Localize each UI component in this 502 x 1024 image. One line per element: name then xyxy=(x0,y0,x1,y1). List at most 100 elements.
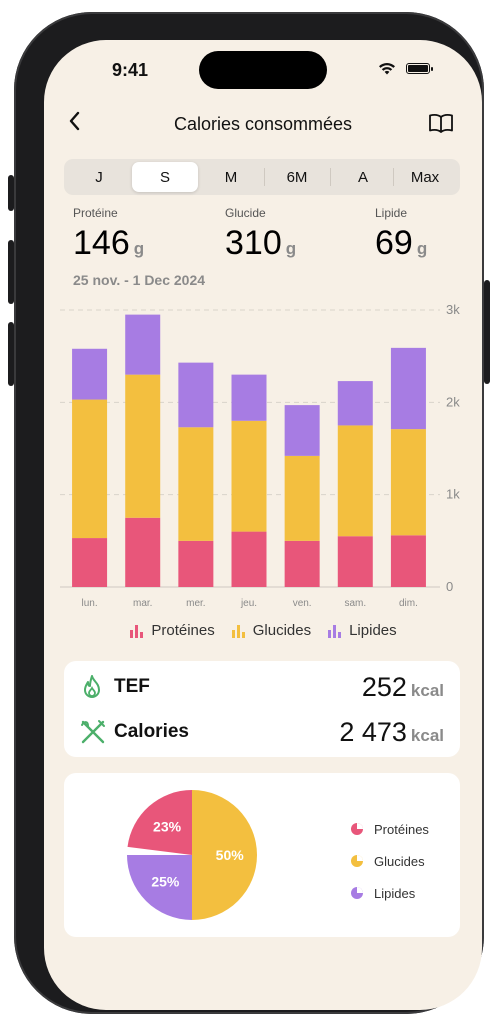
segment-m[interactable]: M xyxy=(224,168,238,186)
calories-row: Calories 2 473 kcal xyxy=(64,717,460,747)
legend-label: Lipides xyxy=(349,622,397,639)
pie-legend-label: Protéines xyxy=(374,821,429,837)
action-button xyxy=(8,175,14,211)
page-title: Calories consommées xyxy=(173,114,353,134)
bar-segment-protéines[interactable] xyxy=(390,535,426,587)
bar-segment-glucides[interactable] xyxy=(231,420,267,532)
screen: 9:41 Calories consommées J S M xyxy=(44,40,482,1010)
dynamic-island xyxy=(199,51,327,89)
bar-segment-protéines[interactable] xyxy=(284,540,320,587)
bar-segment-lipides[interactable] xyxy=(284,405,320,456)
pie-slice-lipides[interactable] xyxy=(127,855,192,920)
bar-segment-protéines[interactable] xyxy=(178,540,214,587)
stat-unit: g xyxy=(133,239,145,258)
x-tick-label: dim. xyxy=(399,598,418,609)
calories-label: Calories xyxy=(114,721,189,742)
segment-divider xyxy=(393,168,394,186)
bar-segment-glucides[interactable] xyxy=(72,399,108,539)
tef-label: TEF xyxy=(114,676,150,697)
segment-6m[interactable]: 6M xyxy=(286,168,308,186)
volume-down-button xyxy=(8,322,14,386)
bar-segment-protéines[interactable] xyxy=(72,538,108,587)
tef-value: 252 xyxy=(361,672,407,702)
bar-segment-glucides[interactable] xyxy=(390,429,426,536)
date-range: 25 nov. - 1 Dec 2024 xyxy=(73,272,206,288)
x-tick-label: mar. xyxy=(133,598,152,609)
stat-lipide: Lipide 69 g xyxy=(375,206,427,263)
calories-value: 2 473 xyxy=(339,717,407,747)
x-tick-label: ven. xyxy=(293,598,312,609)
bar-chart-icon xyxy=(231,624,245,638)
legend-label: Protéines xyxy=(151,622,215,639)
segment-divider xyxy=(264,168,265,186)
nav-bar: Calories consommées xyxy=(44,110,482,140)
phone-frame: 9:41 Calories consommées J S M xyxy=(14,12,484,1014)
segment-a[interactable]: A xyxy=(357,168,368,186)
pie-icon xyxy=(351,823,363,835)
segment-max[interactable]: Max xyxy=(410,168,440,186)
stat-label: Protéine xyxy=(73,206,118,220)
bar-segment-lipides[interactable] xyxy=(72,348,108,400)
bar-segment-protéines[interactable] xyxy=(231,531,267,587)
pie-legend-lipides: Lipides xyxy=(350,877,429,909)
volume-up-button xyxy=(8,240,14,304)
x-tick-label: jeu. xyxy=(240,598,257,609)
bar-segment-protéines[interactable] xyxy=(125,517,161,587)
fork-knife-icon xyxy=(81,720,105,744)
stat-label: Lipide xyxy=(375,206,408,220)
segment-s[interactable]: S xyxy=(132,162,198,192)
status-icons xyxy=(378,62,433,75)
stat-unit: g xyxy=(285,239,297,258)
bar-segment-lipides[interactable] xyxy=(178,362,214,428)
chart-legend: Protéines Glucides Lipides xyxy=(44,622,482,639)
stat-value: 146 xyxy=(73,224,130,262)
bar-chart-icon xyxy=(328,624,342,638)
bar-segment-glucides[interactable] xyxy=(178,427,214,541)
bar-segment-lipides[interactable] xyxy=(125,314,161,375)
bar-segment-glucides[interactable] xyxy=(284,455,320,541)
pie-legend-label: Lipides xyxy=(374,885,416,901)
stat-unit: g xyxy=(416,239,428,258)
calories-unit: kcal xyxy=(410,726,444,745)
stat-glucide: Glucide 310 g xyxy=(225,206,296,263)
y-tick-label: 1k xyxy=(446,487,460,502)
bar-segment-glucides[interactable] xyxy=(337,425,373,537)
x-tick-label: lun. xyxy=(82,598,98,609)
segment-divider xyxy=(330,168,331,186)
stat-label: Glucide xyxy=(225,206,266,220)
status-time: 9:41 xyxy=(112,60,149,80)
x-tick-label: sam. xyxy=(344,598,366,609)
bar-chart-icon xyxy=(130,624,144,638)
side-button xyxy=(484,280,490,384)
bar-segment-lipides[interactable] xyxy=(231,374,267,421)
bar-segment-glucides[interactable] xyxy=(125,374,161,518)
pie-slice-label: 25% xyxy=(151,874,180,890)
x-tick-label: mer. xyxy=(186,598,205,609)
pie-slice-glucides[interactable] xyxy=(192,790,257,920)
segment-j[interactable]: J xyxy=(95,168,103,186)
pie-legend-glucides: Glucides xyxy=(350,845,429,877)
bar-segment-lipides[interactable] xyxy=(337,381,373,426)
pie-slice-protéines[interactable] xyxy=(127,790,192,855)
calories-bar-chart: 0 1k 2k 3k lun. mar. mer. jeu. ven. sam. dim. xyxy=(60,302,460,609)
legend-label: Glucides xyxy=(252,622,312,639)
chevron-left-icon[interactable] xyxy=(68,110,82,132)
y-tick-label: 3k xyxy=(446,302,460,317)
wifi-icon xyxy=(379,63,395,75)
bar-segment-protéines[interactable] xyxy=(337,536,373,587)
y-tick-label: 2k xyxy=(446,394,460,409)
legend-item-proteines: Protéines xyxy=(129,622,215,639)
pie-legend-label: Glucides xyxy=(374,853,425,869)
stat-value: 310 xyxy=(225,224,282,262)
period-segmented-control: J S M 6M A Max xyxy=(64,159,460,195)
macro-pie-chart: 23% 50% 25% xyxy=(127,790,257,920)
book-icon[interactable] xyxy=(428,112,454,134)
flame-icon xyxy=(84,675,100,698)
pie-legend: Protéines Glucides Lipides xyxy=(350,813,429,909)
tef-unit: kcal xyxy=(410,681,444,700)
bar-segment-lipides[interactable] xyxy=(390,347,426,430)
y-tick-label: 0 xyxy=(446,579,453,594)
pie-slice-label: 50% xyxy=(216,847,245,863)
stat-value: 69 xyxy=(375,224,413,262)
pie-slice-label: 23% xyxy=(153,819,182,835)
